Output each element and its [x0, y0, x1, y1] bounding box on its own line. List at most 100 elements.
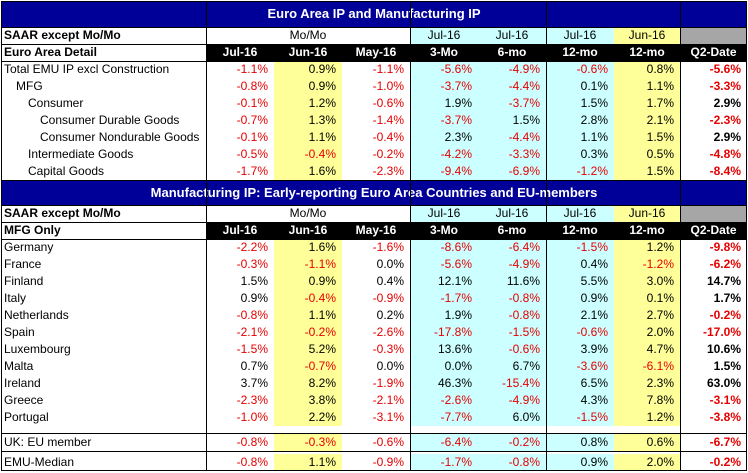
countries-value: -0.3%: [342, 341, 410, 358]
uk-value: -6.7%: [680, 434, 747, 451]
countries-column-header: Jul-16: [206, 222, 274, 239]
euro-area-value: 0.9%: [274, 78, 342, 95]
euro-area-row: Consumer -0.1% 1.2% -0.6% 1.9% -3.7% 1.5% 1.7% 2…: [1, 95, 747, 112]
euro-area-value: -4.4%: [478, 78, 546, 95]
countries-value: 1.5%: [680, 358, 747, 375]
euro-area-value: -3.7%: [410, 78, 478, 95]
countries-header-2: MFG Only Jul-16 Jun-16 May-16 3-Mo 6-mo 12-mo 1…: [1, 222, 747, 239]
grid-line: [1, 222, 747, 223]
euro-area-value: -4.9%: [478, 61, 546, 78]
euro-area-row-label: MFG: [1, 78, 206, 95]
countries-value: -0.8%: [478, 307, 546, 324]
countries-value: 1.1%: [274, 307, 342, 324]
countries-value: -6.1%: [614, 358, 680, 375]
euro-area-column-header: May-16: [342, 44, 410, 61]
countries-value: 0.9%: [274, 273, 342, 290]
grid-line: [1, 451, 747, 452]
countries-value: -6.4%: [478, 239, 546, 256]
countries-title: Manufacturing IP: Early-reporting Euro A…: [1, 181, 747, 205]
euro-area-value: 1.6%: [274, 163, 342, 180]
countries-row: Ireland 3.7% 8.2% -1.9% 46.3% -15.4% 6.5% 2.3% 6…: [1, 375, 747, 392]
countries-value: 14.7%: [680, 273, 747, 290]
median-value: -0.8%: [478, 454, 546, 471]
euro-area-value: -1.4%: [342, 112, 410, 129]
grid-line: [1, 44, 747, 45]
euro-area-value: 0.8%: [614, 61, 680, 78]
countries-column-header: 6-mo: [478, 222, 546, 239]
euro-area-value: -5.6%: [410, 61, 478, 78]
countries-column-header: 12-mo: [546, 222, 614, 239]
grid-line-vertical: [410, 1, 411, 471]
euro-area-value: -0.7%: [206, 112, 274, 129]
countries-value: -4.9%: [478, 392, 546, 409]
euro-area-value: -3.7%: [410, 112, 478, 129]
euro-area-value: 1.3%: [274, 112, 342, 129]
countries-header-1: SAAR except Mo/Mo Mo/Mo Jul-16 Jul-16 Jul-16…: [1, 205, 747, 239]
countries-value: 1.7%: [680, 290, 747, 307]
countries-row-label: Luxembourg: [1, 341, 206, 358]
countries-column-header: MFG Only: [1, 222, 206, 239]
euro-area-value: 0.9%: [274, 61, 342, 78]
euro-area-period-label: Jun-16: [614, 27, 680, 44]
countries-momo-label: Mo/Mo: [206, 205, 410, 222]
countries-value: -1.9%: [342, 375, 410, 392]
euro-area-column-header: Euro Area Detail: [1, 44, 206, 61]
countries-value: 2.2%: [274, 409, 342, 426]
countries-value: 5.2%: [274, 341, 342, 358]
countries-row-label: France: [1, 256, 206, 273]
countries-value: 0.0%: [342, 256, 410, 273]
countries-value: 1.2%: [614, 239, 680, 256]
euro-area-value: 1.5%: [546, 95, 614, 112]
countries-value: 13.6%: [410, 341, 478, 358]
median-value: -0.8%: [206, 454, 274, 471]
grid-line-vertical: [546, 1, 547, 471]
countries-row: Italy 0.9% -0.4% -0.9% -1.7% -0.8% 0.9% 0.1% 1.7…: [1, 290, 747, 307]
euro-area-value: 2.9%: [680, 95, 747, 112]
euro-area-value: -0.4%: [274, 146, 342, 163]
countries-value: -0.3%: [206, 256, 274, 273]
countries-value: 0.9%: [206, 290, 274, 307]
countries-value: -3.1%: [342, 409, 410, 426]
euro-area-value: -4.4%: [478, 129, 546, 146]
countries-value: -0.2%: [274, 324, 342, 341]
countries-value: -2.2%: [206, 239, 274, 256]
uk-value: -0.6%: [342, 434, 410, 451]
uk-row: UK: EU member -0.8% -0.3% -0.6% -6.4% -0.2% 0.…: [1, 434, 747, 451]
euro-area-value: -3.7%: [478, 95, 546, 112]
euro-area-header-2: Euro Area Detail Jul-16 Jun-16 May-16 3-Mo 6-…: [1, 44, 747, 61]
euro-area-value: -0.4%: [342, 129, 410, 146]
euro-area-column-header: Q2-Date: [680, 44, 747, 61]
median-value: -1.7%: [410, 454, 478, 471]
countries-basis-label: SAAR except Mo/Mo: [1, 205, 206, 222]
euro-area-column-header: 12-mo: [546, 44, 614, 61]
grid-line: [1, 180, 747, 181]
countries-value: 7.8%: [614, 392, 680, 409]
euro-area-value: 2.9%: [680, 129, 747, 146]
countries-row: Luxembourg -1.5% 5.2% -0.3% 13.6% -0.6% 3.9% 4.…: [1, 341, 747, 358]
euro-area-value: -3.3%: [680, 78, 747, 95]
countries-value: 1.9%: [410, 307, 478, 324]
countries-row-label: Ireland: [1, 375, 206, 392]
countries-value: 5.5%: [546, 273, 614, 290]
countries-value: 4.3%: [546, 392, 614, 409]
countries-value: -1.5%: [546, 409, 614, 426]
uk-value: -6.4%: [410, 434, 478, 451]
countries-value: 2.3%: [614, 375, 680, 392]
euro-area-value: -9.4%: [410, 163, 478, 180]
grid-line: [1, 1, 747, 2]
median-row: EMU-Median -0.8% 1.1% -0.9% -1.7% -0.8% 0.9% 2.…: [1, 454, 747, 471]
countries-value: -2.6%: [342, 324, 410, 341]
euro-area-value: 2.3%: [410, 129, 478, 146]
countries-value: 6.5%: [546, 375, 614, 392]
euro-area-row: Capital Goods -1.7% 1.6% -2.3% -9.4% -6.9% -1.…: [1, 163, 747, 180]
euro-area-value: -8.4%: [680, 163, 747, 180]
countries-value: -8.6%: [410, 239, 478, 256]
countries-value: 0.4%: [546, 256, 614, 273]
countries-value: 0.0%: [342, 358, 410, 375]
median-value: 2.0%: [614, 454, 680, 471]
countries-row: Spain -2.1% -0.2% -2.6% -17.8% -1.5% -0.6% 2.0%…: [1, 324, 747, 341]
countries-row-label: Malta: [1, 358, 206, 375]
euro-area-value: 1.7%: [614, 95, 680, 112]
countries-row: Portugal -1.0% 2.2% -3.1% -7.7% 6.0% -1.5% 1.2%…: [1, 409, 747, 426]
